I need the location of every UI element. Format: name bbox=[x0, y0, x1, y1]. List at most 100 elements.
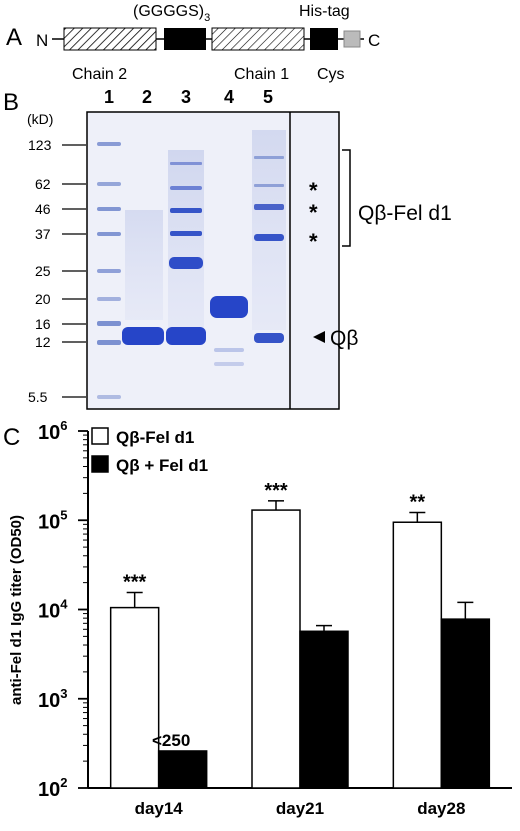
n-terminus-label: N bbox=[36, 31, 48, 50]
gel-band bbox=[254, 333, 284, 343]
gel-image bbox=[87, 112, 339, 409]
qb-label: Qβ bbox=[330, 327, 358, 350]
gel-band bbox=[254, 204, 284, 210]
bar bbox=[109, 606, 160, 789]
y-tick-base: 10 bbox=[38, 690, 60, 712]
gel-smear bbox=[125, 210, 163, 320]
gel-band bbox=[210, 296, 248, 318]
bar bbox=[299, 630, 349, 789]
band-star: * bbox=[309, 229, 318, 254]
chain1-label: Chain 1 bbox=[234, 66, 289, 83]
x-tick-label: day14 bbox=[135, 799, 184, 818]
lane-number: 4 bbox=[224, 87, 234, 107]
gel-band bbox=[97, 142, 121, 146]
gel-band bbox=[97, 340, 121, 345]
y-tick-label: 105 bbox=[38, 507, 67, 533]
y-tick-base: 10 bbox=[38, 422, 60, 444]
marker-label: 62 bbox=[35, 176, 51, 192]
gel-band bbox=[214, 362, 244, 366]
y-axis-label: anti-Fel d1 IgG titer (OD50) bbox=[8, 515, 25, 705]
gel-band bbox=[170, 208, 202, 213]
gel-band bbox=[122, 327, 164, 345]
y-tick-label: 106 bbox=[38, 418, 67, 444]
lane-number: 3 bbox=[181, 87, 191, 107]
conjugate-label: Qβ-Fel d1 bbox=[358, 202, 452, 225]
bar bbox=[440, 618, 491, 789]
panel-b: B (kD) 1 2 3 4 5 123 62 46 37 25 20 16 1… bbox=[3, 87, 452, 410]
gel-band bbox=[97, 182, 121, 186]
gel-band bbox=[97, 207, 121, 211]
marker-label: 12 bbox=[35, 334, 51, 350]
panel-c: C anti-Fel d1 IgG titer (OD50) 102103104… bbox=[3, 418, 512, 818]
x-axis-labels: day14 day21 day28 bbox=[135, 799, 466, 818]
gel-border bbox=[86, 111, 340, 410]
y-tick-exponent: 6 bbox=[60, 418, 67, 433]
lane-5 bbox=[252, 130, 286, 343]
legend-swatch-mixture bbox=[91, 455, 109, 473]
chain1-segment bbox=[211, 27, 305, 51]
y-tick-label: 104 bbox=[38, 597, 68, 623]
gel-band bbox=[254, 156, 284, 159]
significance-label: ** bbox=[410, 492, 426, 514]
marker-label: 37 bbox=[35, 226, 51, 242]
legend-label: Qβ-Fel d1 bbox=[116, 428, 194, 447]
significance-label: *** bbox=[264, 480, 288, 502]
bar bbox=[157, 750, 208, 789]
y-tick-exponent: 3 bbox=[60, 686, 67, 701]
gel-band bbox=[97, 232, 121, 236]
cys-label: Cys bbox=[317, 66, 345, 83]
gel-smear bbox=[168, 150, 204, 330]
gel-band bbox=[254, 184, 284, 187]
panel-c-letter: C bbox=[3, 424, 20, 451]
y-tick-base: 10 bbox=[38, 779, 60, 801]
gel-smear bbox=[252, 130, 286, 330]
conjugate-bracket bbox=[342, 149, 351, 247]
marker-label: 20 bbox=[35, 291, 51, 307]
y-tick-base: 10 bbox=[38, 511, 60, 533]
linker-label-sub: 3 bbox=[204, 12, 210, 24]
gel-band bbox=[170, 186, 202, 190]
linker-segment bbox=[164, 28, 206, 50]
chain2-label: Chain 2 bbox=[72, 66, 127, 83]
panel-b-letter: B bbox=[3, 89, 19, 116]
y-tick-exponent: 5 bbox=[60, 507, 67, 522]
y-tick-base: 10 bbox=[38, 601, 60, 623]
plot-bars: ******** bbox=[109, 480, 491, 789]
kd-unit-label: (kD) bbox=[27, 111, 53, 127]
lane-number: 5 bbox=[263, 87, 273, 107]
his-tag-label: His-tag bbox=[299, 3, 350, 20]
panel-a: A N C (GGGGS)3 His-tag Chain 2 Chain 1 C… bbox=[6, 3, 380, 83]
y-tick-label: 103 bbox=[38, 686, 67, 712]
significance-label: *** bbox=[123, 572, 147, 594]
his-tag-segment bbox=[310, 28, 338, 50]
lane-number: 1 bbox=[104, 87, 114, 107]
band-star: * bbox=[309, 200, 318, 225]
lane-4 bbox=[210, 296, 248, 366]
band-star: * bbox=[309, 178, 318, 203]
gel-band bbox=[97, 269, 121, 273]
chain2-segment bbox=[63, 27, 157, 51]
marker-label: 46 bbox=[35, 201, 51, 217]
linker-label-main: (GGGGS) bbox=[133, 3, 204, 20]
x-tick-label: day28 bbox=[417, 799, 465, 818]
lane-2 bbox=[122, 210, 164, 345]
below-detection-label: <250 bbox=[152, 731, 190, 750]
marker-label: 5.5 bbox=[28, 389, 48, 405]
lane-number: 2 bbox=[142, 87, 152, 107]
panel-a-letter: A bbox=[6, 24, 22, 51]
marker-scale: 123 62 46 37 25 20 16 12 5.5 bbox=[28, 137, 86, 405]
y-tick-label: 102 bbox=[38, 775, 67, 801]
legend: Qβ-Fel d1 Qβ + Fel d1 bbox=[91, 427, 208, 475]
gel-band bbox=[97, 321, 121, 326]
y-tick-exponent: 4 bbox=[60, 597, 68, 612]
marker-label: 25 bbox=[35, 263, 51, 279]
marker-label: 16 bbox=[35, 316, 51, 332]
gel-band bbox=[169, 257, 203, 269]
gel-band bbox=[254, 234, 284, 241]
lane-3 bbox=[166, 150, 206, 345]
gel-band bbox=[170, 231, 202, 236]
gel-band bbox=[97, 297, 121, 301]
cys-segment bbox=[343, 30, 361, 48]
